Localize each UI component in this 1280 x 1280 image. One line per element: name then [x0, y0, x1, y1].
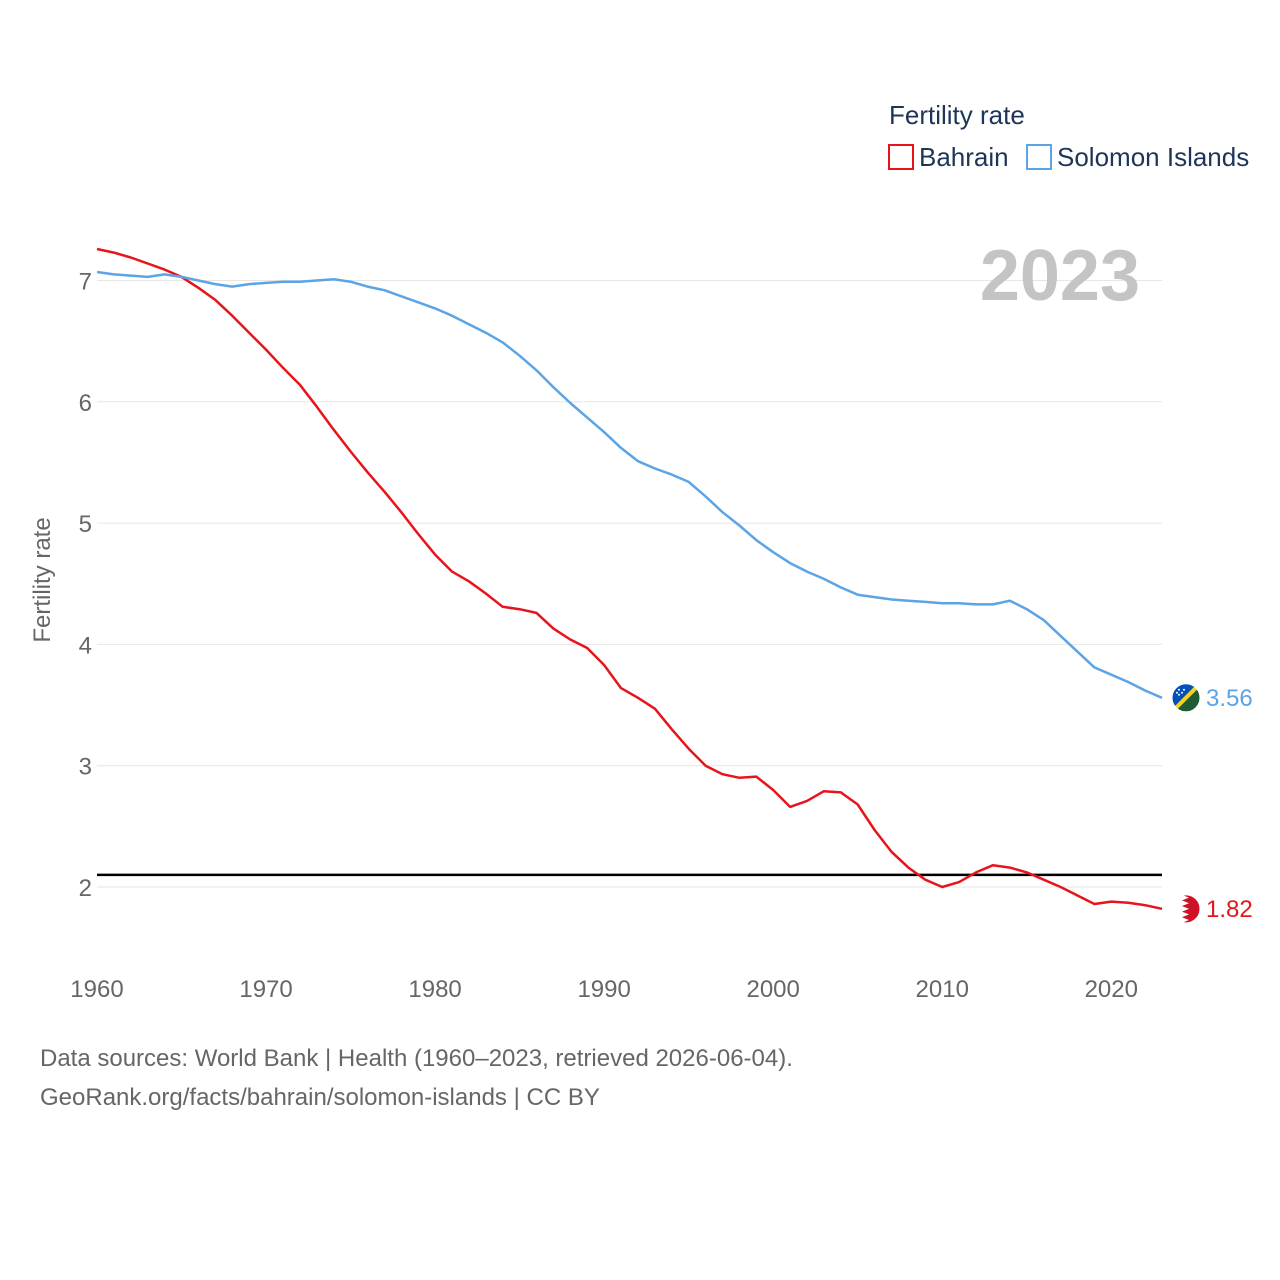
y-tick-label: 2 [79, 875, 92, 902]
source-line-2[interactable]: GeoRank.org/facts/bahrain/solomon-island… [40, 1084, 600, 1111]
solomon-islands-flag-icon [1171, 683, 1201, 713]
legend-label-bahrain: Bahrain [919, 142, 1009, 172]
series-line-bahrain [96, 247, 1163, 911]
y-tick-label: 4 [79, 632, 92, 659]
x-axis-ticks: 1960 1970 1980 1990 2000 2010 2020 [70, 976, 1138, 1003]
legend-swatch-solomon-islands [1026, 144, 1052, 170]
x-tick-label: 2010 [916, 976, 969, 1003]
gridlines [97, 280, 1162, 888]
y-tick-label: 7 [79, 269, 92, 296]
end-value-label-bahrain: 1.82 [1206, 896, 1253, 923]
x-tick-label: 1990 [577, 976, 630, 1003]
legend-label-solomon-islands: Solomon Islands [1057, 142, 1249, 172]
legend: Fertility rate Bahrain Solomon Islands [888, 100, 1249, 172]
legend-swatch-bahrain [888, 144, 914, 170]
y-axis-ticks: 2 3 4 5 6 7 [79, 269, 92, 903]
bahrain-flag-icon [1171, 894, 1201, 924]
x-tick-label: 2020 [1085, 976, 1138, 1003]
y-tick-label: 3 [79, 754, 92, 781]
series-line-solomon-islands [96, 270, 1163, 699]
year-label: 2023 [980, 236, 1140, 316]
series-lines [96, 247, 1163, 911]
legend-title: Fertility rate [889, 100, 1025, 130]
y-axis-label: Fertility rate [29, 517, 56, 642]
x-tick-label: 1980 [408, 976, 461, 1003]
x-tick-label: 1960 [70, 976, 123, 1003]
legend-item-bahrain[interactable]: Bahrain [888, 142, 1009, 172]
source-line-1: Data sources: World Bank | Health (1960–… [40, 1045, 793, 1072]
end-value-label-solomon-islands: 3.56 [1206, 685, 1253, 712]
end-markers: 1.82 3.56 [1171, 683, 1253, 924]
x-tick-label: 1970 [239, 976, 292, 1003]
y-tick-label: 6 [79, 390, 92, 417]
legend-item-solomon-islands[interactable]: Solomon Islands [1026, 142, 1249, 172]
x-tick-label: 2000 [746, 976, 799, 1003]
y-tick-label: 5 [79, 511, 92, 538]
